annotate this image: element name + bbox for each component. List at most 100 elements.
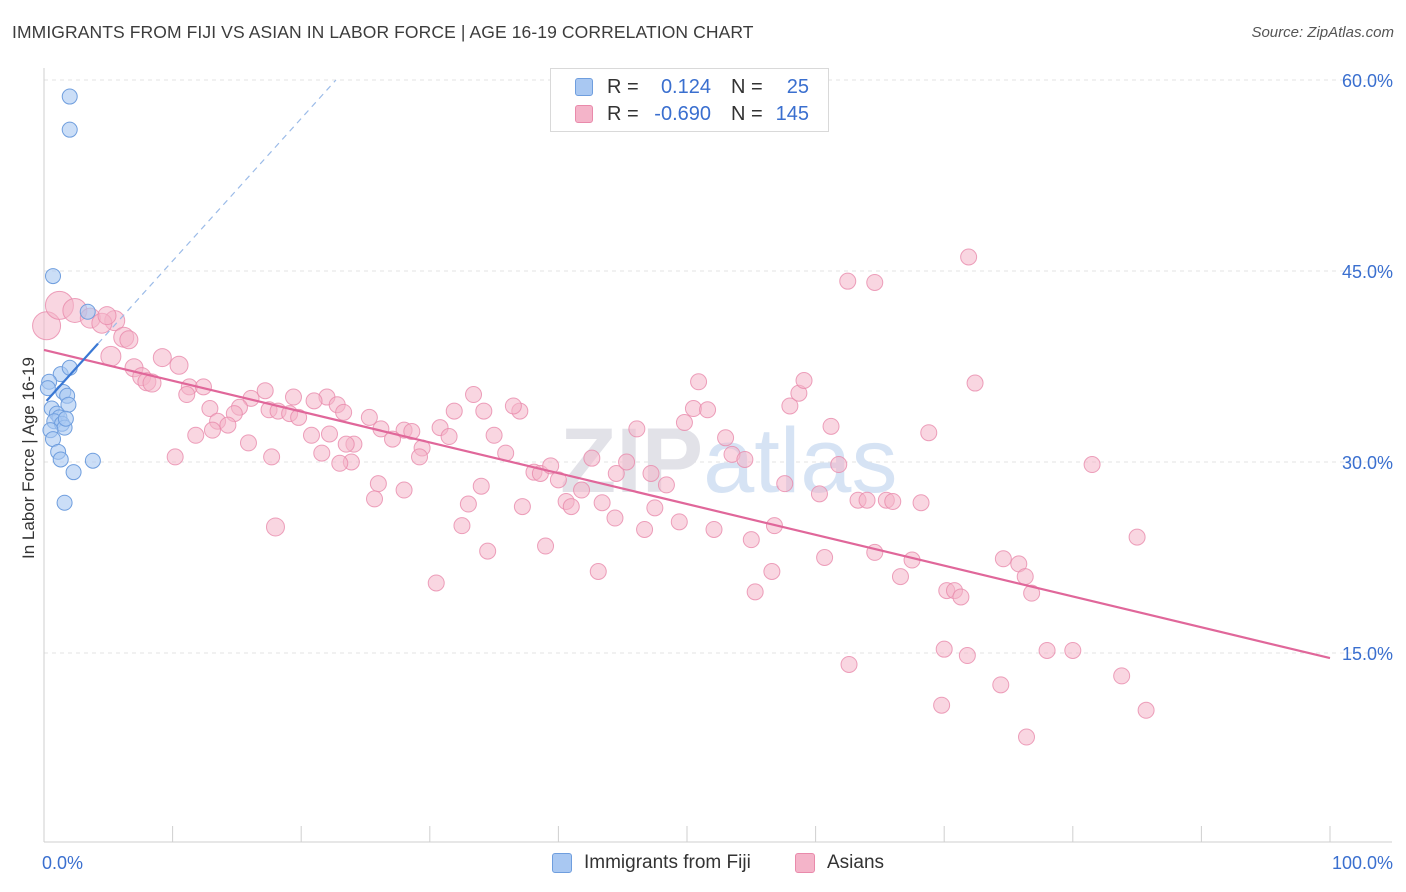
- asian-point: [763, 563, 781, 581]
- asian-point: [1018, 728, 1036, 746]
- asian-point: [239, 434, 257, 452]
- asian-point: [618, 453, 636, 471]
- trend-lines: [43, 79, 1331, 660]
- legend-item-fiji: Immigrants from Fiji: [552, 852, 751, 874]
- asian-point: [606, 509, 624, 527]
- asian-point: [992, 676, 1010, 694]
- fiji-point: [61, 121, 78, 138]
- chart-source: Source: ZipAtlas.com: [1251, 24, 1394, 41]
- asian-point: [203, 421, 221, 439]
- asian-point: [256, 382, 274, 400]
- fiji-legend-swatch: [552, 853, 572, 873]
- fiji-point: [79, 303, 96, 320]
- asian-point: [320, 425, 338, 443]
- asian-point: [472, 477, 490, 495]
- asian-point: [776, 475, 794, 493]
- asian-point: [573, 481, 591, 499]
- fiji-point: [65, 464, 82, 481]
- asian-point: [858, 491, 876, 509]
- asian-point: [866, 273, 884, 291]
- asian-point: [265, 517, 285, 537]
- asian-point: [607, 464, 625, 482]
- asian-point: [313, 444, 331, 462]
- asian-point: [119, 330, 139, 350]
- fiji-point: [84, 452, 101, 469]
- asian-point: [1137, 701, 1155, 719]
- asian-point: [1113, 667, 1131, 685]
- asian-point: [459, 495, 477, 513]
- asian-point: [920, 424, 938, 442]
- x-tick-label: 100.0%: [1332, 853, 1393, 873]
- asian-point: [717, 429, 735, 447]
- fiji-trend-extension: [97, 79, 337, 344]
- asian-point: [646, 499, 664, 517]
- asian-point: [690, 373, 708, 391]
- asian-point: [958, 647, 976, 665]
- legend-r-value: 0.124: [660, 75, 711, 98]
- asian-point: [549, 471, 567, 489]
- asian-point: [589, 563, 607, 581]
- stats-legend: R = 0.124 N = 25 R = -0.690 N = 145: [550, 68, 829, 132]
- asian-point: [465, 386, 483, 404]
- y-tick-label: 60.0%: [1342, 71, 1393, 91]
- asian-point: [593, 494, 611, 512]
- asian-point: [537, 537, 555, 555]
- legend-n-label: N =: [731, 75, 763, 98]
- legend-n-label: N =: [731, 102, 763, 125]
- asian-point: [891, 568, 909, 586]
- asian-point: [781, 397, 799, 415]
- asian-point: [1023, 584, 1041, 602]
- asian-point: [839, 272, 857, 290]
- asian-point: [504, 397, 522, 415]
- asian-point: [628, 420, 646, 438]
- legend-r-label: R =: [607, 102, 639, 125]
- asian-point: [1038, 641, 1056, 659]
- asian-point: [453, 517, 471, 535]
- asian-point: [736, 450, 754, 468]
- asian-point: [305, 392, 323, 410]
- asian-point: [337, 435, 355, 453]
- asian-point: [966, 374, 984, 392]
- asian-point: [395, 481, 413, 499]
- legend-r-value: -0.690: [654, 102, 711, 125]
- asian-point: [699, 401, 717, 419]
- asian-point: [562, 498, 580, 516]
- asian-point: [583, 449, 601, 467]
- asian-point: [1016, 568, 1034, 586]
- fiji-swatch: [575, 78, 593, 96]
- asian-point: [331, 454, 349, 472]
- tick-labels: 15.0% 30.0% 45.0% 60.0% 0.0% 100.0%: [42, 71, 1393, 873]
- asian-trend-line: [43, 348, 1331, 660]
- asian-point: [219, 416, 237, 434]
- fiji-point: [52, 451, 69, 468]
- asian-point: [642, 464, 660, 482]
- asian-point: [97, 306, 117, 326]
- asian-point: [166, 448, 184, 466]
- asian-point: [485, 426, 503, 444]
- asian-point: [169, 355, 189, 375]
- legend-row-asian: R = -0.690 N = 145: [575, 102, 809, 126]
- asian-point: [1064, 641, 1082, 659]
- legend-row-fiji: R = 0.124 N = 25: [575, 75, 809, 99]
- asian-point: [636, 520, 654, 538]
- asian-point: [684, 400, 702, 418]
- asian-point: [152, 348, 172, 368]
- asian-point: [201, 400, 219, 418]
- asian-point: [403, 422, 421, 440]
- asian-swatch: [575, 105, 593, 123]
- asian-point: [675, 414, 693, 432]
- legend-item-asians: Asians: [795, 852, 884, 874]
- fiji-legend-label: Immigrants from Fiji: [584, 852, 751, 873]
- asian-point: [369, 475, 387, 493]
- x-tick-label: 0.0%: [42, 853, 83, 873]
- asian-point: [284, 388, 302, 406]
- asian-point: [840, 655, 858, 673]
- asian-point: [994, 550, 1012, 568]
- fiji-point: [61, 88, 78, 105]
- axes: [43, 68, 1392, 843]
- asian-point: [440, 428, 458, 446]
- legend-n-value: 25: [786, 75, 809, 98]
- asian-point: [657, 476, 675, 494]
- asian-legend-swatch: [795, 853, 815, 873]
- asian-point: [1083, 456, 1101, 474]
